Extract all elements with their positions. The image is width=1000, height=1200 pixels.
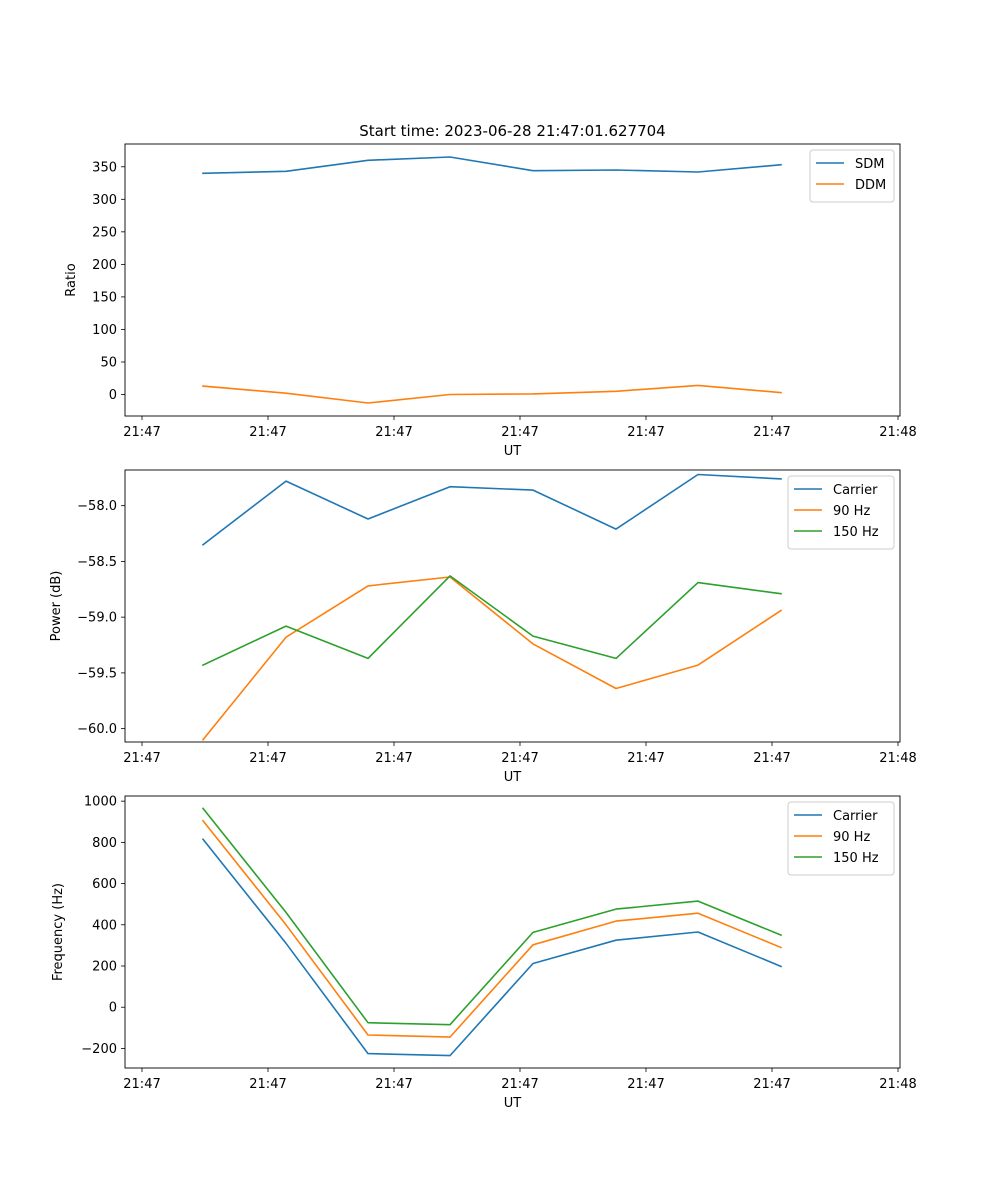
x-tick-label: 21:47 — [375, 1077, 412, 1092]
y-tick-label: −60.0 — [77, 722, 117, 737]
series-line-2 — [201, 819, 783, 1038]
x-tick-label: 21:47 — [627, 1077, 664, 1092]
y-axis-label: Frequency (Hz) — [51, 883, 66, 981]
x-axis-label: UT — [504, 444, 522, 459]
y-tick-label: 50 — [100, 355, 117, 370]
y-tick-label: 600 — [92, 877, 117, 892]
x-axis-label: UT — [504, 770, 522, 785]
x-tick-label: 21:47 — [375, 751, 412, 766]
legend-label: 150 Hz — [833, 851, 879, 866]
y-tick-label: 100 — [92, 323, 117, 338]
legend-label: Carrier — [833, 483, 878, 498]
x-tick-label: 21:47 — [753, 1077, 790, 1092]
y-axis-label: Ratio — [64, 263, 79, 296]
x-tick-label: 21:47 — [375, 425, 412, 440]
x-tick-label: 21:47 — [627, 751, 664, 766]
x-tick-label: 21:48 — [879, 751, 916, 766]
x-tick-label: 21:47 — [627, 425, 664, 440]
y-tick-label: 0 — [109, 388, 117, 403]
x-tick-label: 21:47 — [123, 425, 160, 440]
y-tick-label: 1000 — [84, 795, 117, 810]
legend-label: 90 Hz — [833, 830, 870, 845]
x-tick-label: 21:47 — [249, 751, 286, 766]
series-line-1 — [201, 838, 783, 1057]
y-tick-label: 300 — [92, 193, 117, 208]
subplot-1: 21:47 21:47 21:47 21:47 21:47 21:47 21:48 0 50 10… — [64, 143, 917, 459]
legend-label: 150 Hz — [833, 525, 879, 540]
x-tick-label: 21:47 — [123, 1077, 160, 1092]
axes-frame — [124, 795, 901, 1069]
axes-frame — [124, 469, 901, 743]
y-tick-label: −58.0 — [77, 499, 117, 514]
legend: Carrier 90 Hz 150 Hz — [787, 475, 895, 550]
y-tick-label: 800 — [92, 836, 117, 851]
y-tick-label: 200 — [92, 960, 117, 975]
series-line-2 — [201, 576, 783, 741]
x-tick-label: 21:47 — [501, 751, 538, 766]
legend-label: 90 Hz — [833, 504, 870, 519]
series-line-3 — [201, 575, 782, 667]
series-line-2 — [202, 384, 782, 404]
x-tick-label: 21:47 — [249, 1077, 286, 1092]
legend-label: SDM — [855, 157, 884, 172]
legend: SDM DDM — [809, 149, 895, 203]
legend: Carrier 90 Hz 150 Hz — [787, 801, 895, 876]
x-tick-label: 21:47 — [501, 425, 538, 440]
x-axis-label: UT — [504, 1096, 522, 1111]
y-tick-label: −58.5 — [77, 555, 117, 570]
y-tick-label: −200 — [81, 1042, 117, 1057]
y-tick-label: 400 — [92, 918, 117, 933]
x-tick-label: 21:47 — [501, 1077, 538, 1092]
y-tick-label: −59.5 — [77, 666, 117, 681]
x-tick-label: 21:47 — [123, 751, 160, 766]
figure-title: Start time: 2023-06-28 21:47:01.627704 — [359, 122, 665, 140]
y-tick-label: 350 — [92, 160, 117, 175]
legend-label: Carrier — [833, 809, 878, 824]
y-tick-label: 200 — [92, 258, 117, 273]
series-line-1 — [202, 156, 782, 175]
x-tick-label: 21:47 — [753, 425, 790, 440]
y-axis-label: Power (dB) — [49, 571, 64, 642]
subplot-3: 21:47 21:47 21:47 21:47 21:47 21:47 21:48 −200 0… — [51, 795, 917, 1111]
subplot-2: 21:47 21:47 21:47 21:47 21:47 21:47 21:48 −60.0… — [49, 469, 917, 785]
legend-label: DDM — [855, 178, 886, 193]
y-tick-label: 150 — [92, 290, 117, 305]
x-tick-label: 21:48 — [879, 425, 916, 440]
series-line-3 — [201, 807, 783, 1026]
x-tick-label: 21:47 — [249, 425, 286, 440]
y-tick-label: 0 — [109, 1001, 117, 1016]
x-tick-label: 21:48 — [879, 1077, 916, 1092]
series-line-1 — [201, 473, 782, 546]
y-tick-label: 250 — [92, 225, 117, 240]
x-tick-label: 21:47 — [753, 751, 790, 766]
axes-frame — [124, 143, 901, 417]
y-tick-label: −59.0 — [77, 611, 117, 626]
